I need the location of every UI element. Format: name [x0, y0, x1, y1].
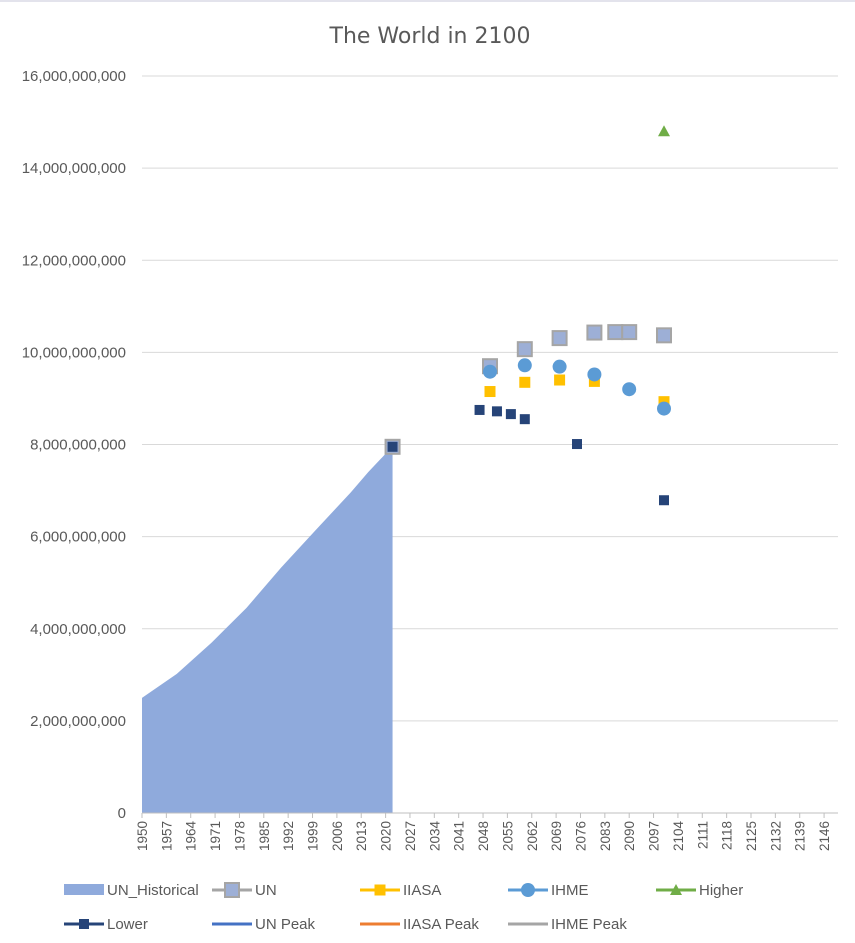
x-tick-label: 1964	[184, 821, 199, 852]
legend-item-iiasa-peak: IIASA Peak	[360, 916, 479, 933]
marker-un	[607, 324, 624, 341]
x-tick-label: 2006	[330, 821, 345, 851]
marker-ihme	[552, 359, 567, 374]
marker-lower	[491, 406, 502, 417]
legend-swatch	[64, 884, 104, 895]
x-tick-label: 2083	[598, 821, 613, 851]
x-tick-label: 2132	[768, 821, 783, 851]
area-un-historical	[142, 446, 393, 813]
y-tick-label: 8,000,000,000	[30, 437, 126, 454]
gridlines	[142, 75, 838, 722]
marker-un	[224, 882, 240, 898]
top-border	[0, 0, 855, 2]
legend-label: UN_Historical	[107, 882, 199, 899]
x-tick-label: 2013	[354, 821, 369, 851]
x-tick-label: 2062	[525, 821, 540, 851]
marker-lower	[79, 919, 89, 929]
x-tick-label: 2090	[622, 821, 637, 851]
marker-iiasa	[554, 374, 566, 386]
x-tick-label: 2048	[476, 821, 491, 851]
marker-iiasa	[374, 884, 386, 896]
x-tick-label: 2020	[379, 821, 394, 851]
marker-un	[586, 324, 603, 341]
x-tick-label: 1985	[257, 821, 272, 851]
marker-un	[656, 327, 672, 344]
x-tick-label: 2097	[647, 821, 662, 851]
marker-lower	[572, 439, 582, 450]
marker-ihme	[657, 401, 671, 416]
projection-markers	[384, 125, 672, 506]
y-tick-label: 14,000,000,000	[22, 160, 126, 177]
y-tick-label: 4,000,000,000	[30, 621, 126, 638]
marker-un	[551, 330, 568, 347]
marker-lower	[659, 495, 669, 506]
x-tick-label: 1999	[306, 821, 321, 851]
legend-label: Lower	[107, 916, 148, 933]
x-tick-label: 2027	[403, 821, 418, 851]
legend-label: IIASA	[403, 882, 441, 899]
legend-label: Higher	[699, 882, 743, 899]
x-tick-label: 1957	[159, 821, 174, 851]
x-tick-label: 2125	[744, 821, 759, 851]
marker-higher	[658, 125, 670, 137]
x-tick-label: 1971	[208, 821, 223, 851]
marker-ihme	[587, 367, 602, 382]
legend-item-un-peak: UN Peak	[212, 916, 316, 933]
marker-ihme	[483, 364, 497, 379]
x-tick-label: 2069	[549, 821, 564, 851]
x-axis: 1950 1957 1964 1971 1978 1985 1992 1999 2006 2013…	[135, 812, 838, 852]
marker-ihme	[521, 883, 535, 897]
x-tick-label: 2104	[671, 821, 686, 852]
x-tick-label: 2118	[720, 821, 735, 850]
marker-ihme	[517, 358, 532, 373]
legend-label: UN	[255, 882, 277, 899]
x-tick-label: 2034	[427, 821, 442, 852]
marker-un	[516, 341, 533, 358]
chart-title: The World in 2100	[329, 24, 531, 49]
x-tick-label: 1992	[281, 821, 296, 851]
x-tick-label: 1978	[232, 821, 247, 851]
marker-ihme	[622, 382, 637, 397]
marker-iiasa	[519, 376, 531, 388]
x-tick-label: 2076	[573, 821, 588, 851]
x-tick-label: 1950	[135, 821, 150, 851]
legend-label: IIASA Peak	[403, 916, 479, 933]
historical-area	[142, 446, 393, 813]
marker-un	[621, 324, 638, 341]
marker-lower	[519, 414, 530, 425]
legend: UN_Historical UN IIASA IHME Higher Lower UN Pe…	[64, 882, 743, 933]
legend-item-un: UN	[212, 882, 277, 899]
y-axis: 0 2,000,000,000 4,000,000,000 6,000,000,000…	[22, 68, 126, 822]
marker-higher	[670, 884, 682, 895]
x-tick-label: 2055	[500, 821, 515, 851]
y-tick-label: 0	[118, 805, 126, 822]
legend-label: IHME Peak	[551, 916, 627, 933]
y-tick-label: 16,000,000,000	[22, 68, 126, 85]
legend-item-iiasa: IIASA	[360, 882, 441, 899]
legend-item-lower: Lower	[64, 916, 148, 933]
y-tick-label: 2,000,000,000	[30, 713, 126, 730]
legend-item-ihme: IHME	[508, 882, 589, 899]
x-tick-label: 2041	[452, 821, 467, 851]
legend-label: IHME	[551, 882, 589, 899]
marker-lower	[474, 404, 485, 415]
x-tick-label: 2111	[695, 821, 710, 849]
legend-item-ihme-peak: IHME Peak	[508, 916, 627, 933]
marker-lower	[387, 441, 398, 452]
marker-lower	[505, 409, 516, 420]
x-tick-label: 2139	[793, 821, 808, 851]
legend-item-higher: Higher	[656, 882, 743, 899]
y-tick-label: 10,000,000,000	[22, 344, 126, 361]
y-tick-label: 6,000,000,000	[30, 529, 126, 546]
legend-label: UN Peak	[255, 916, 316, 933]
x-tick-label: 2146	[817, 821, 832, 851]
marker-iiasa	[484, 386, 496, 398]
legend-item-un-historical: UN_Historical	[64, 882, 199, 899]
y-tick-label: 12,000,000,000	[22, 252, 126, 269]
